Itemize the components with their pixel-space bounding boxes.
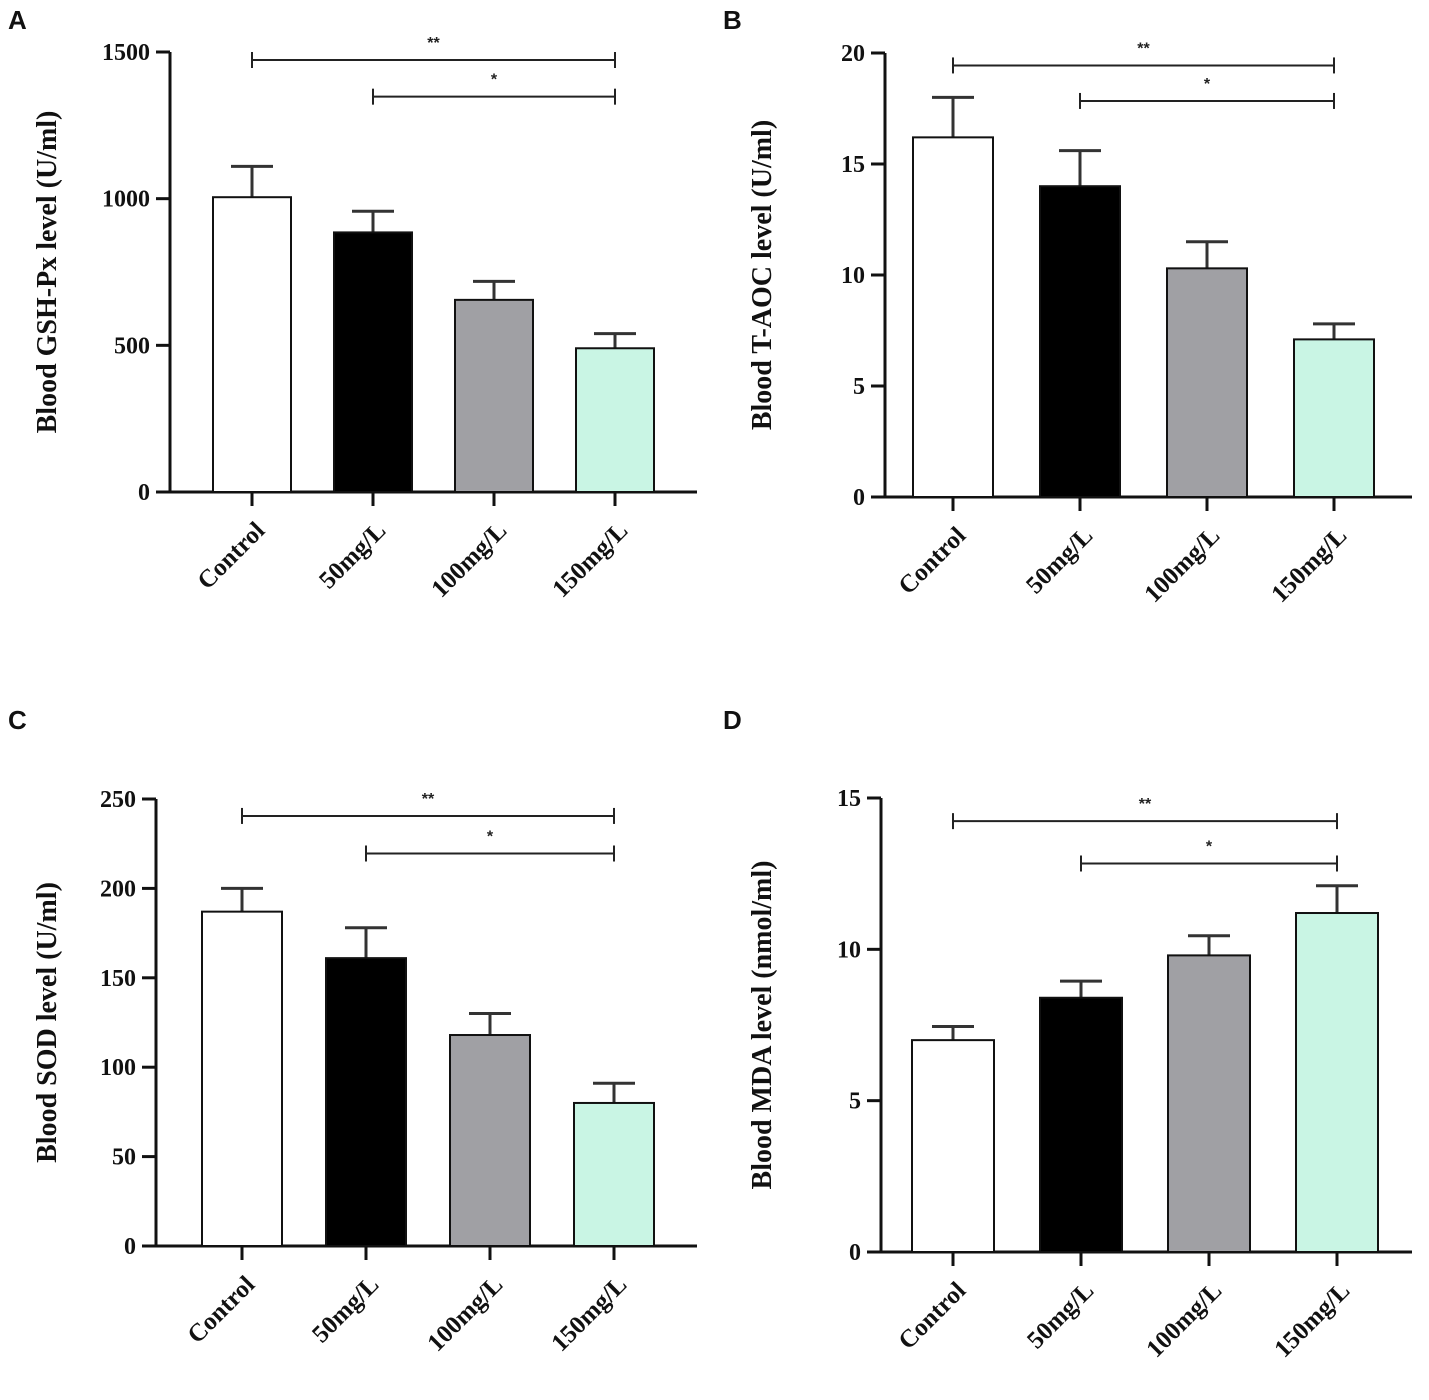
bar-100mg-l (1167, 954, 1251, 1254)
bar-150mg-l (575, 347, 655, 493)
bar-150mg-l (1293, 338, 1375, 498)
y-tick-label: 0 (138, 480, 150, 506)
panel-letter-a: A (8, 5, 27, 35)
x-category-label: 150mg/L (546, 1271, 632, 1357)
y-tick-label: 50 (112, 1145, 136, 1171)
panel-letter-b: B (723, 5, 742, 35)
bar-control (911, 1039, 995, 1253)
significance-label: ** (1137, 40, 1150, 57)
bar-control (212, 196, 292, 493)
x-category-label: Control (894, 1277, 972, 1355)
bar-100mg-l (454, 298, 534, 493)
x-category-label: Control (894, 522, 972, 600)
y-tick-label: 1500 (102, 40, 150, 66)
x-category-label: 100mg/L (1141, 1277, 1227, 1363)
x-category-label: 100mg/L (426, 517, 512, 603)
y-tick-label: 250 (100, 787, 136, 813)
x-category-label: 50mg/L (314, 517, 391, 594)
panel-letter-d: D (723, 705, 742, 735)
bar-50mg-l (325, 957, 407, 1247)
bar-150mg-l (573, 1101, 655, 1247)
y-tick-label: 100 (100, 1055, 136, 1081)
y-axis-title: Blood T-AOC level (U/ml) (747, 120, 778, 430)
panel-letter-c: C (8, 705, 27, 735)
y-axis-title: Blood SOD level (U/ml) (32, 882, 63, 1163)
bar-50mg-l (1039, 185, 1121, 498)
bar-150mg-l (1295, 912, 1379, 1253)
y-tick-label: 5 (853, 374, 865, 400)
y-tick-label: 15 (841, 152, 865, 178)
panel-a: A 0 500 1000 1500 Blood GSH-Px level (U/ml) Co… (0, 0, 714, 700)
chart-a: A 0 500 1000 1500 Blood GSH-Px level (U/ml) Co… (8, 5, 697, 603)
bar-100mg-l (449, 1034, 531, 1247)
x-category-label: Control (183, 1271, 261, 1349)
y-tick-label: 20 (841, 41, 865, 67)
bar-control (912, 136, 994, 499)
x-category-label: 150mg/L (1266, 522, 1352, 608)
y-tick-label: 15 (837, 786, 861, 812)
bar-control (201, 910, 283, 1247)
y-tick-label: 0 (853, 485, 865, 511)
significance-label: ** (1139, 796, 1152, 813)
y-tick-label: 200 (100, 876, 136, 902)
y-tick-label: 0 (849, 1240, 861, 1266)
y-tick-label: 5 (849, 1089, 861, 1115)
panel-c: C 0 50 100 150 200 250 Blood SOD level (U/ml) Co… (0, 700, 714, 1400)
y-axis-title: Blood GSH-Px level (U/ml) (32, 111, 63, 434)
significance-label: ** (427, 35, 440, 52)
x-category-label: 150mg/L (1269, 1277, 1355, 1363)
significance-label: * (491, 72, 498, 89)
y-axis-title: Blood MDA level (nmol/ml) (747, 861, 778, 1190)
x-category-label: Control (193, 517, 271, 595)
chart-c: C 0 50 100 150 200 250 Blood SOD level (U/ml) Co… (8, 705, 697, 1357)
bar-100mg-l (1166, 267, 1248, 498)
bar-50mg-l (1039, 996, 1123, 1254)
significance-label: * (1206, 839, 1213, 856)
bar-50mg-l (333, 231, 413, 493)
chart-d: D 0 5 10 15 Blood MDA level (nmol/ml) Control 5… (723, 705, 1412, 1363)
x-category-label: 100mg/L (1139, 522, 1225, 608)
significance-label: ** (422, 791, 435, 808)
x-category-label: 100mg/L (422, 1271, 508, 1357)
y-tick-label: 0 (124, 1234, 136, 1260)
x-category-label: 50mg/L (1021, 522, 1098, 599)
significance-label: * (1204, 76, 1211, 93)
y-tick-label: 1000 (102, 187, 150, 213)
y-tick-label: 150 (100, 966, 136, 992)
chart-b: B 0 5 10 15 20 Blood T-AOC level (U/ml) Control… (723, 5, 1412, 608)
x-category-label: 50mg/L (1022, 1277, 1099, 1354)
x-category-label: 150mg/L (547, 517, 633, 603)
panel-d: D 0 5 10 15 Blood MDA level (nmol/ml) Control 5… (715, 700, 1429, 1400)
y-tick-label: 10 (837, 937, 861, 963)
panel-b: B 0 5 10 15 20 Blood T-AOC level (U/ml) Control… (715, 0, 1429, 700)
y-tick-label: 500 (114, 333, 150, 359)
significance-label: * (487, 828, 494, 845)
x-category-label: 50mg/L (307, 1271, 384, 1348)
y-tick-label: 10 (841, 263, 865, 289)
